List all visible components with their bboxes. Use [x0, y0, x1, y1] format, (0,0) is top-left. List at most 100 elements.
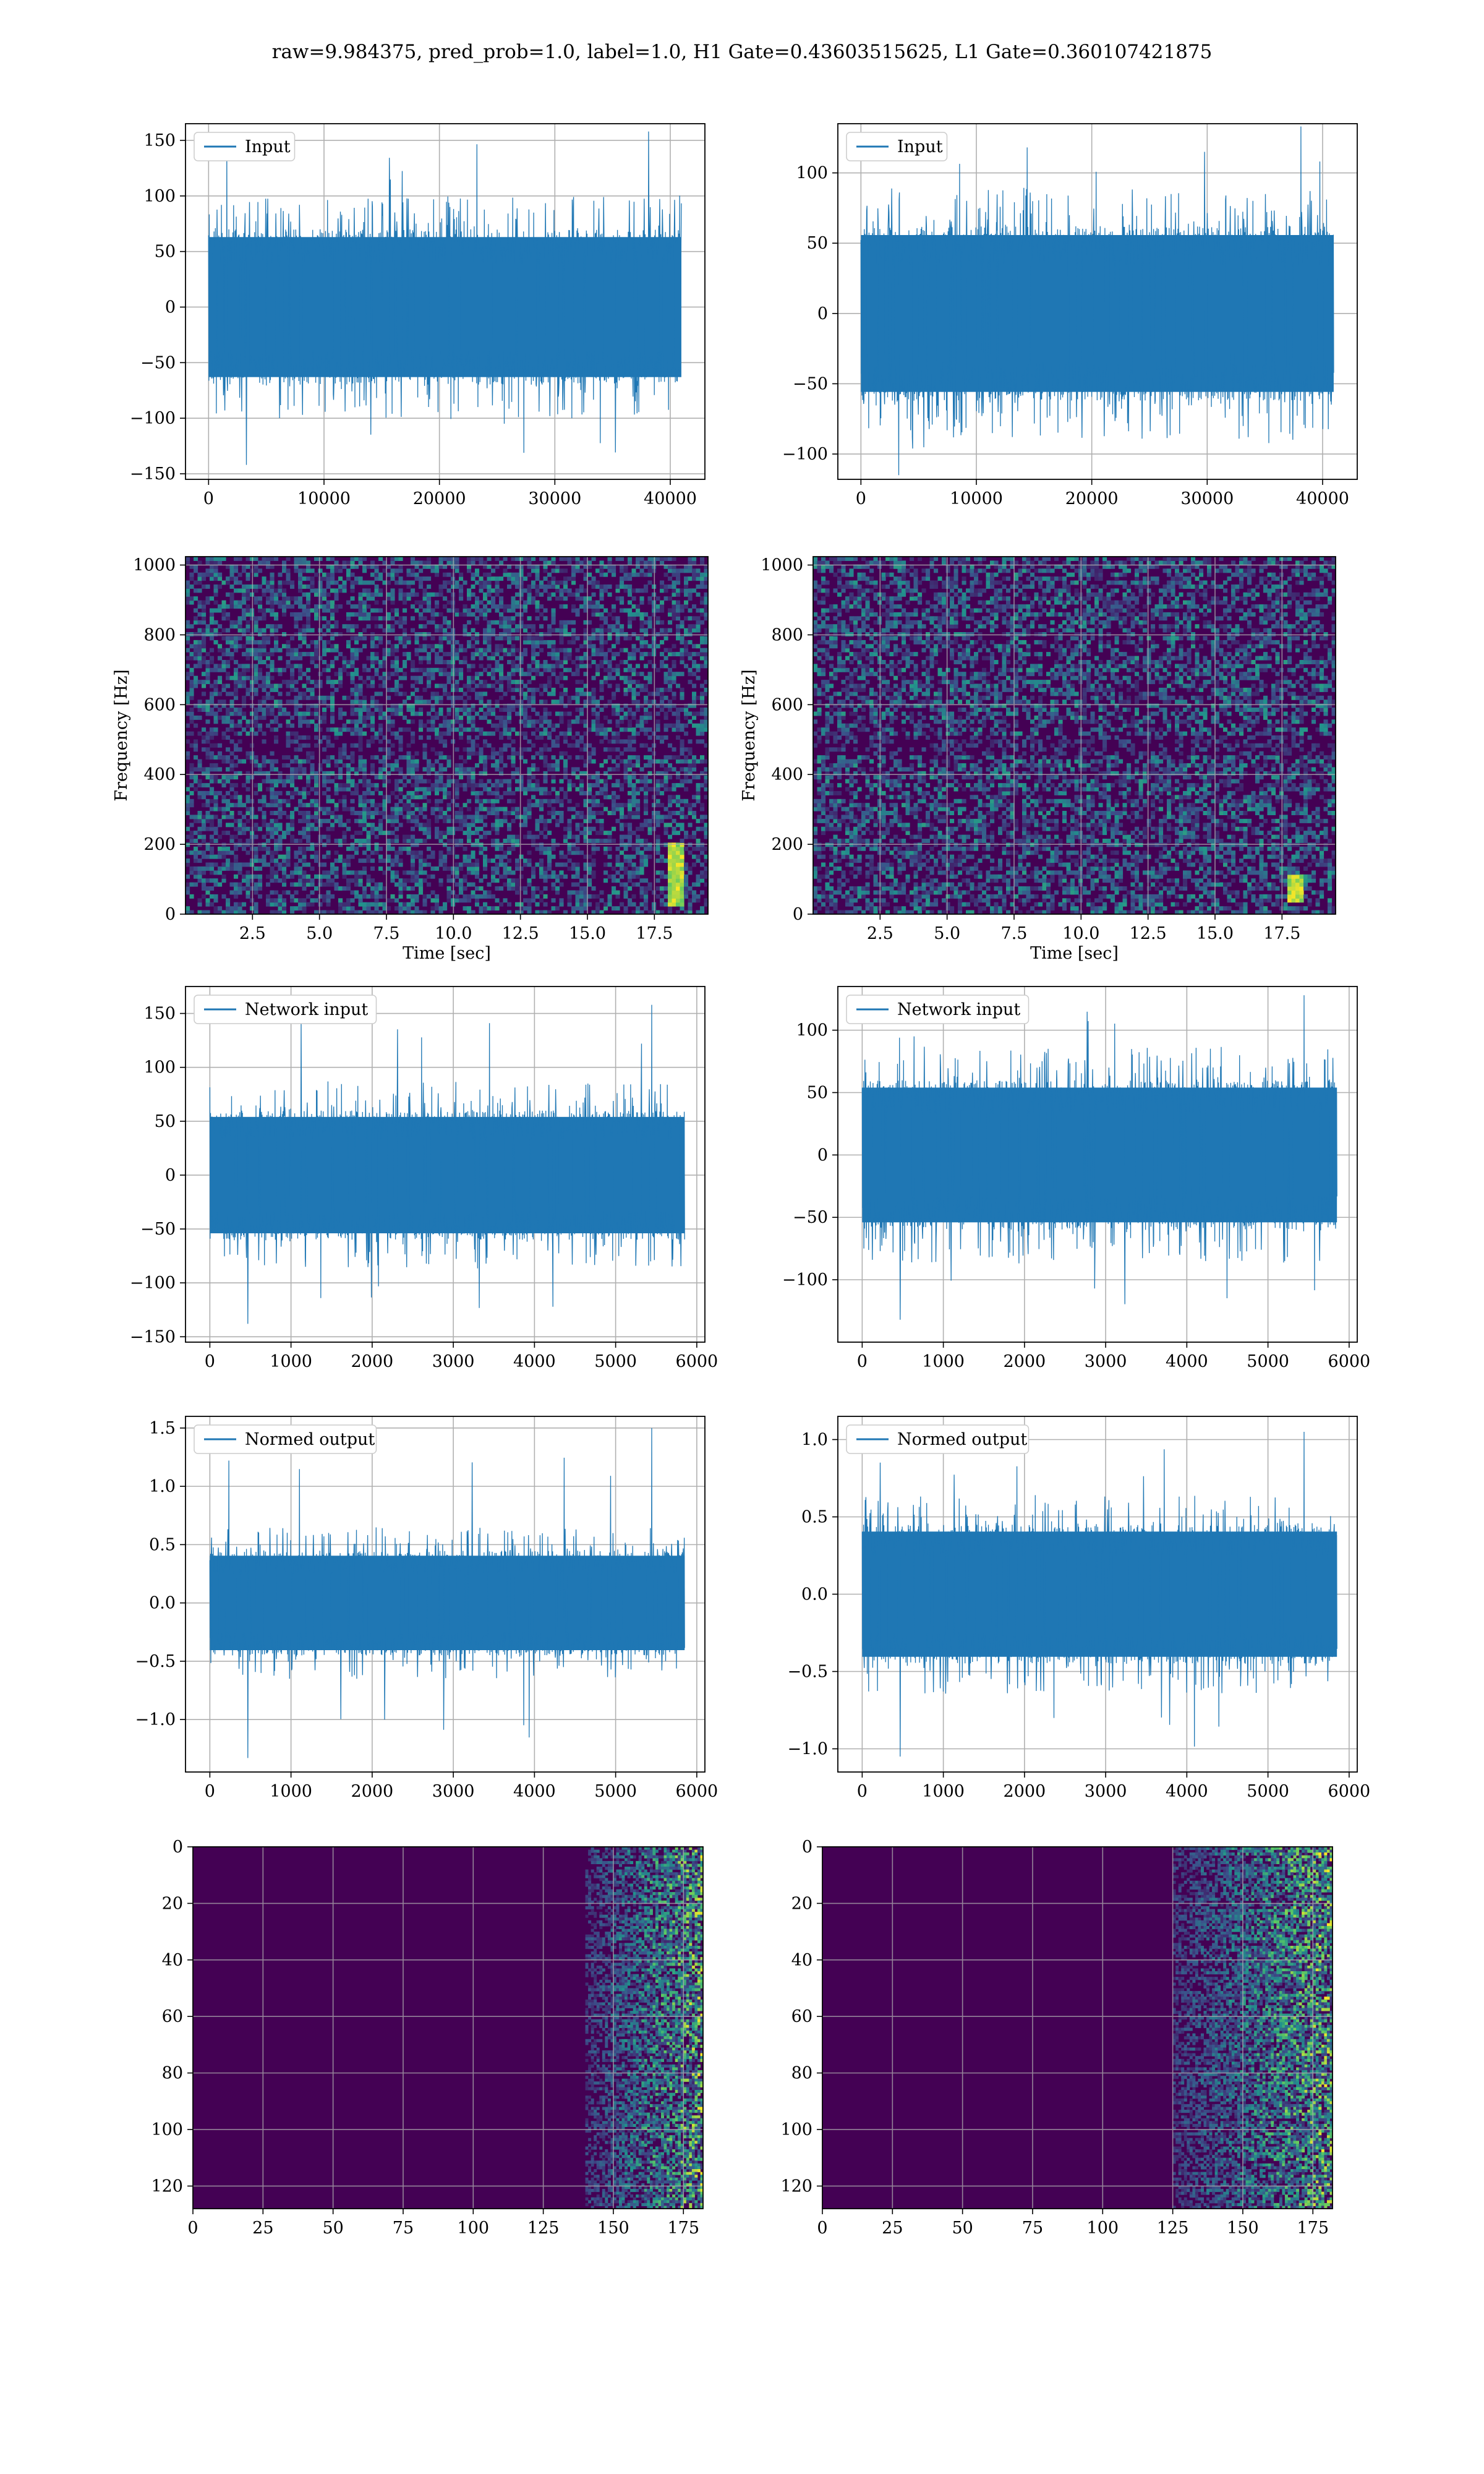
spectrogram-cell — [197, 660, 202, 664]
spectrogram-cell — [330, 882, 335, 887]
spectrogram-cell — [623, 675, 628, 680]
spectrogram-cell — [471, 612, 475, 617]
spectrogram-cell — [254, 755, 258, 760]
spectrogram-cell — [599, 683, 604, 688]
spectrogram-cell — [234, 672, 239, 677]
spectrogram-cell — [306, 628, 311, 633]
spectrogram-cell — [338, 886, 343, 891]
spectrogram-cell — [555, 862, 560, 867]
spectrogram-cell — [523, 672, 528, 677]
spectrogram-cell — [298, 818, 303, 823]
spectrogram-cell — [366, 811, 371, 815]
spectrogram-cell — [567, 834, 572, 839]
spectrogram-cell — [411, 771, 416, 776]
spectrogram-cell — [262, 683, 267, 688]
spectrogram-cell — [221, 616, 226, 621]
spectrogram-cell — [229, 850, 234, 855]
spectrogram-cell — [245, 890, 250, 895]
spectrogram-cell — [435, 751, 440, 756]
spectrogram-cell — [334, 759, 339, 764]
spectrogram-cell — [282, 763, 287, 768]
spectrogram-cell — [302, 672, 307, 677]
spectrogram-cell — [358, 708, 363, 712]
spectrogram-cell — [274, 644, 279, 649]
spectrogram-cell — [266, 683, 271, 688]
spectrogram-cell — [547, 719, 552, 724]
spectrogram-cell — [615, 636, 620, 641]
spectrogram-cell — [680, 648, 684, 653]
spectrogram-cell — [519, 755, 524, 760]
spectrogram-cell — [194, 818, 198, 823]
spectrogram-cell — [350, 656, 355, 661]
spectrogram-cell — [575, 866, 580, 871]
spectrogram-cell — [378, 759, 383, 764]
spectrogram-cell — [479, 846, 484, 851]
spectrogram-cell — [234, 691, 239, 696]
spectrogram-cell — [663, 648, 668, 653]
spectrogram-cell — [194, 815, 198, 820]
spectrogram-cell — [615, 890, 620, 895]
spectrogram-cell — [539, 890, 544, 895]
spectrogram-cell — [547, 803, 552, 808]
spectrogram-cell — [487, 787, 492, 792]
spectrogram-cell — [463, 858, 467, 863]
spectrogram-cell — [631, 803, 636, 808]
spectrogram-cell — [454, 790, 459, 795]
spectrogram-cell — [443, 715, 448, 720]
spectrogram-cell — [644, 652, 649, 657]
spectrogram-cell — [660, 790, 665, 795]
spectrogram-cell — [463, 632, 467, 636]
spectrogram-cell — [210, 894, 215, 899]
spectrogram-cell — [370, 910, 375, 915]
spectrogram-cell — [254, 902, 258, 907]
spectrogram-cell — [386, 906, 391, 911]
spectrogram-cell — [286, 723, 291, 728]
spectrogram-cell — [680, 798, 684, 803]
spectrogram-cell — [668, 846, 673, 851]
spectrogram-cell — [386, 858, 391, 863]
spectrogram-cell — [487, 755, 492, 760]
spectrogram-cell — [680, 906, 684, 911]
spectrogram-cell — [531, 783, 536, 788]
spectrogram-cell — [430, 807, 435, 811]
spectrogram-cell — [326, 680, 331, 685]
spectrogram-cell — [342, 727, 347, 732]
spectrogram-cell — [318, 882, 323, 887]
spectrogram-cell — [298, 672, 303, 677]
spectrogram-cell — [286, 823, 291, 828]
spectrogram-cell — [636, 636, 641, 641]
spectrogram-cell — [186, 620, 190, 625]
spectrogram-image — [186, 557, 709, 915]
spectrogram-cell — [406, 886, 411, 891]
spectrogram-cell — [704, 846, 709, 851]
spectrogram-cell — [242, 815, 247, 820]
spectrogram-cell — [459, 708, 464, 712]
spectrogram-cell — [278, 708, 283, 712]
spectrogram-cell — [435, 700, 440, 704]
spectrogram-cell — [245, 850, 250, 855]
spectrogram-cell — [419, 723, 424, 728]
spectrogram-cell — [282, 862, 287, 867]
spectrogram-cell — [583, 683, 588, 688]
spectrogram-cell — [499, 735, 504, 740]
spectrogram-cell — [551, 779, 556, 784]
spectrogram-cell — [531, 795, 536, 800]
spectrogram-cell — [446, 866, 451, 871]
spectrogram-cell — [234, 783, 239, 788]
spectrogram-cell — [278, 775, 283, 780]
spectrogram-cell — [294, 703, 299, 708]
spectrogram-cell — [202, 616, 207, 621]
spectrogram-cell — [382, 775, 387, 780]
spectrogram-cell — [591, 644, 596, 649]
spectrogram-cell — [430, 723, 435, 728]
spectrogram-cell — [194, 620, 198, 625]
spectrogram-cell — [684, 715, 689, 720]
spectrogram-cell — [330, 612, 335, 617]
spectrogram-cell — [270, 874, 275, 879]
spectrogram-cell — [700, 731, 705, 736]
spectrogram-cell — [262, 628, 267, 633]
spectrogram-cell — [612, 628, 616, 633]
spectrogram-cell — [551, 644, 556, 649]
spectrogram-cell — [471, 787, 475, 792]
spectrogram-cell — [274, 667, 279, 672]
